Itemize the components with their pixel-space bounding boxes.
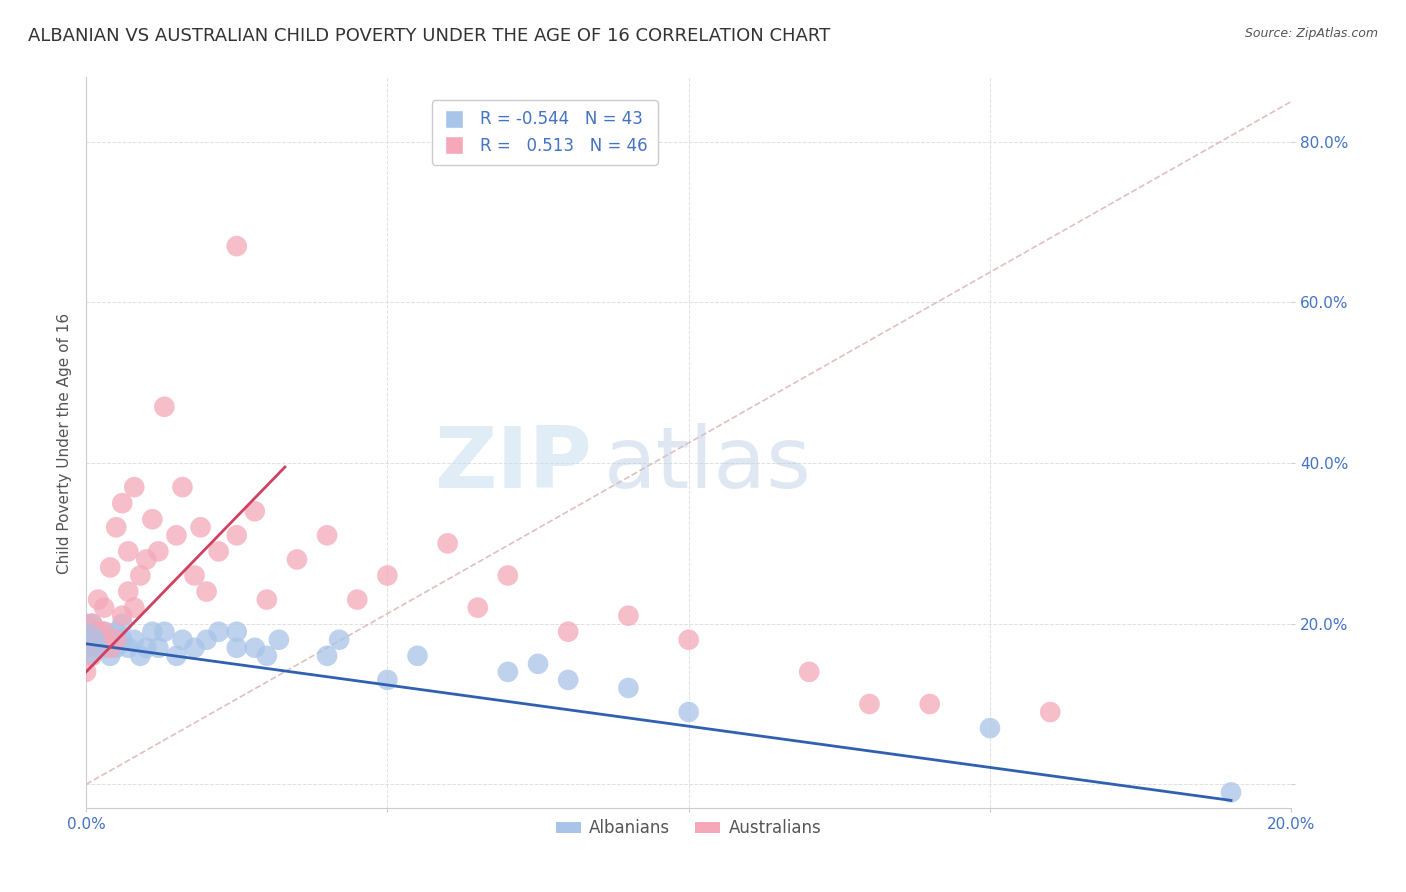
Point bbox=[617, 608, 640, 623]
Point bbox=[243, 504, 266, 518]
Point bbox=[111, 632, 134, 647]
Point bbox=[918, 697, 941, 711]
Point bbox=[135, 552, 157, 566]
Point bbox=[148, 640, 170, 655]
Point bbox=[346, 592, 368, 607]
Point bbox=[105, 624, 128, 639]
Point bbox=[141, 512, 163, 526]
Point bbox=[153, 624, 176, 639]
Point bbox=[225, 640, 247, 655]
Point bbox=[75, 640, 97, 655]
Point bbox=[117, 544, 139, 558]
Point bbox=[141, 624, 163, 639]
Point bbox=[93, 600, 115, 615]
Point bbox=[617, 681, 640, 695]
Point bbox=[225, 239, 247, 253]
Point bbox=[496, 665, 519, 679]
Point bbox=[82, 616, 104, 631]
Y-axis label: Child Poverty Under the Age of 16: Child Poverty Under the Age of 16 bbox=[58, 312, 72, 574]
Point bbox=[75, 637, 97, 651]
Point bbox=[377, 673, 399, 687]
Point bbox=[285, 552, 308, 566]
Text: ZIP: ZIP bbox=[434, 424, 592, 507]
Point bbox=[117, 640, 139, 655]
Point bbox=[436, 536, 458, 550]
Point bbox=[124, 480, 146, 494]
Text: Source: ZipAtlas.com: Source: ZipAtlas.com bbox=[1244, 27, 1378, 40]
Point bbox=[267, 632, 290, 647]
Legend: Albanians, Australians: Albanians, Australians bbox=[550, 813, 828, 844]
Point bbox=[129, 568, 152, 582]
Point bbox=[93, 640, 115, 655]
Point bbox=[225, 528, 247, 542]
Point bbox=[124, 600, 146, 615]
Point bbox=[208, 544, 231, 558]
Point bbox=[82, 648, 104, 663]
Point bbox=[858, 697, 880, 711]
Point bbox=[195, 632, 218, 647]
Point bbox=[153, 400, 176, 414]
Point bbox=[316, 528, 339, 542]
Point bbox=[117, 584, 139, 599]
Point bbox=[467, 600, 489, 615]
Point bbox=[678, 632, 700, 647]
Point bbox=[1220, 785, 1243, 799]
Point bbox=[256, 592, 278, 607]
Point bbox=[183, 568, 205, 582]
Point bbox=[75, 616, 97, 631]
Point bbox=[527, 657, 550, 671]
Text: atlas: atlas bbox=[605, 424, 813, 507]
Point bbox=[98, 648, 121, 663]
Point bbox=[243, 640, 266, 655]
Point bbox=[111, 608, 134, 623]
Point bbox=[93, 624, 115, 639]
Point bbox=[377, 568, 399, 582]
Point bbox=[557, 624, 579, 639]
Point bbox=[316, 648, 339, 663]
Point bbox=[195, 584, 218, 599]
Point bbox=[148, 544, 170, 558]
Point bbox=[87, 624, 110, 639]
Point bbox=[105, 640, 128, 655]
Text: ALBANIAN VS AUSTRALIAN CHILD POVERTY UNDER THE AGE OF 16 CORRELATION CHART: ALBANIAN VS AUSTRALIAN CHILD POVERTY UND… bbox=[28, 27, 831, 45]
Point bbox=[172, 632, 194, 647]
Point bbox=[256, 648, 278, 663]
Point bbox=[111, 616, 134, 631]
Point bbox=[98, 560, 121, 574]
Point bbox=[166, 648, 188, 663]
Point bbox=[678, 705, 700, 719]
Point bbox=[105, 520, 128, 534]
Point bbox=[496, 568, 519, 582]
Point bbox=[208, 624, 231, 639]
Point bbox=[75, 624, 97, 639]
Point bbox=[190, 520, 212, 534]
Point bbox=[328, 632, 350, 647]
Point bbox=[172, 480, 194, 494]
Point bbox=[183, 640, 205, 655]
Point bbox=[406, 648, 429, 663]
Point bbox=[75, 665, 97, 679]
Point bbox=[225, 624, 247, 639]
Point bbox=[124, 632, 146, 647]
Point bbox=[87, 592, 110, 607]
Point bbox=[75, 640, 97, 655]
Point bbox=[111, 496, 134, 510]
Point bbox=[98, 632, 121, 647]
Point bbox=[82, 632, 104, 647]
Point bbox=[105, 632, 128, 647]
Point bbox=[557, 673, 579, 687]
Point bbox=[979, 721, 1001, 735]
Point bbox=[87, 640, 110, 655]
Point bbox=[129, 648, 152, 663]
Point bbox=[87, 624, 110, 639]
Point bbox=[799, 665, 821, 679]
Point bbox=[93, 624, 115, 639]
Point bbox=[166, 528, 188, 542]
Point bbox=[98, 640, 121, 655]
Point bbox=[135, 640, 157, 655]
Point bbox=[1039, 705, 1062, 719]
Point bbox=[82, 616, 104, 631]
